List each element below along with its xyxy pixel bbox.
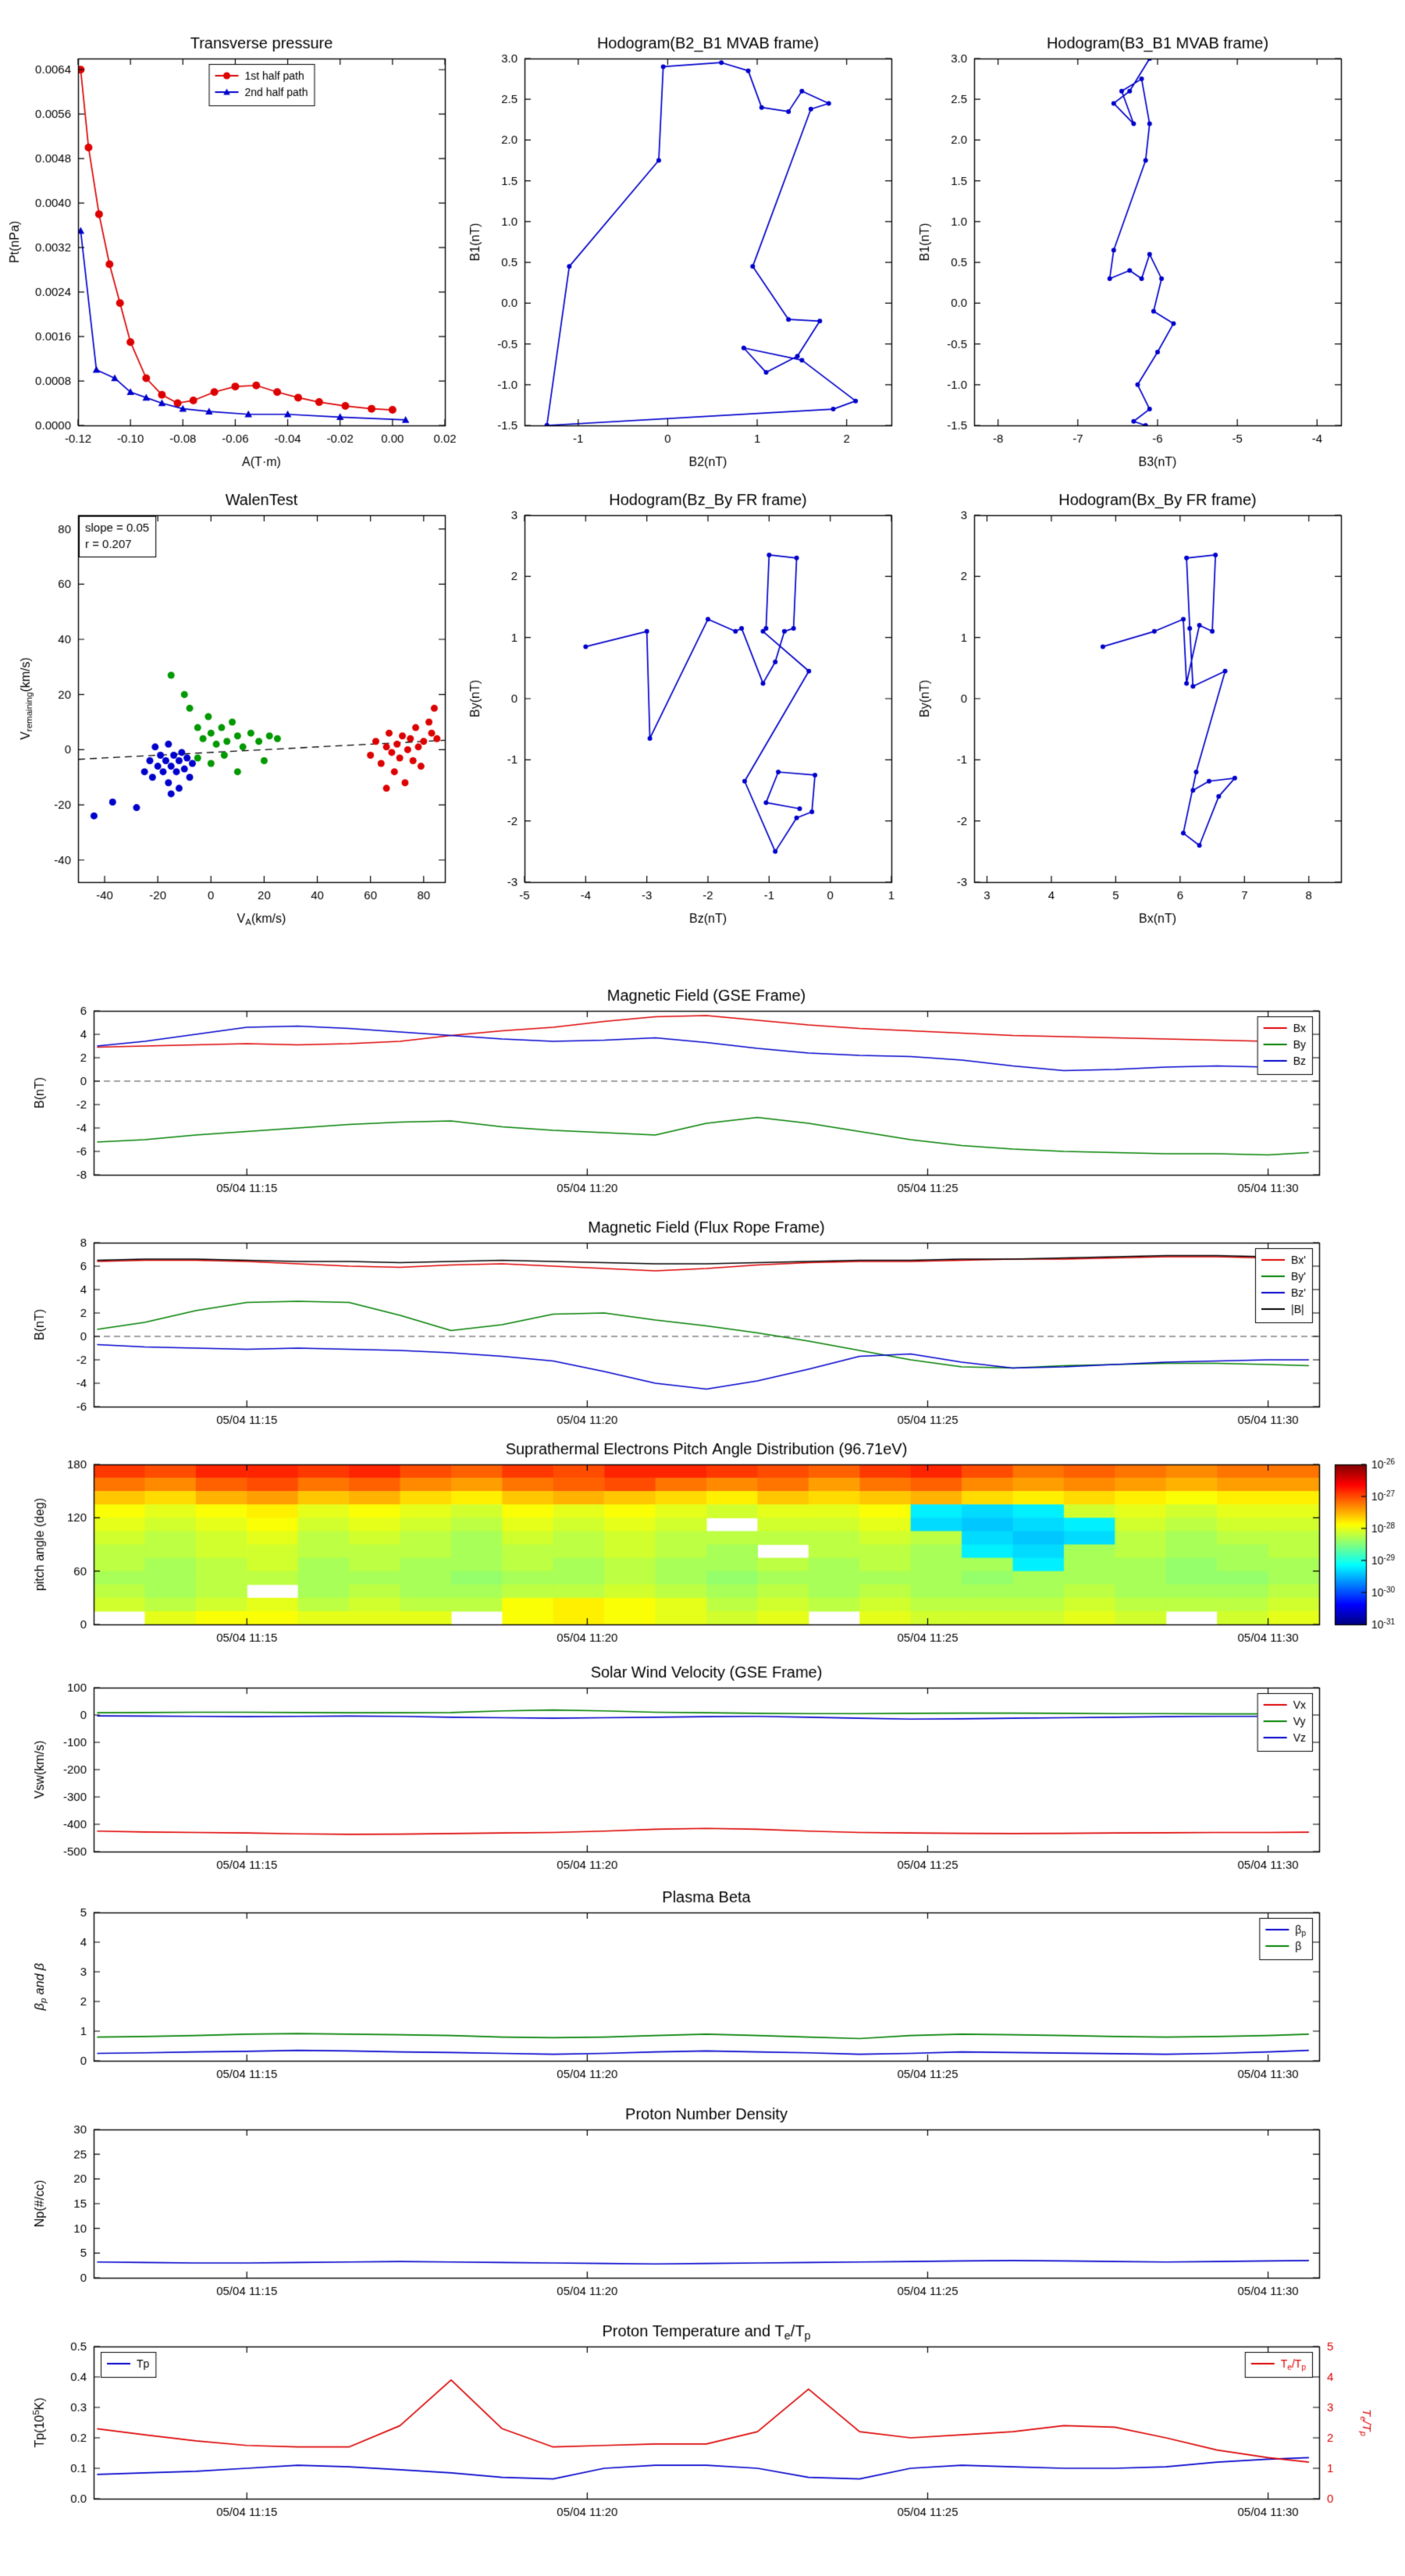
chart-plasma-beta [0, 1873, 1405, 2089]
chart-walen-test [8, 478, 476, 946]
chart-hodogram-b2-b1 [462, 16, 930, 484]
chart-hodogram-bx-by [912, 478, 1380, 946]
chart-magnetic-field-flux-rope [0, 1204, 1405, 1425]
chart-transverse-pressure [8, 16, 476, 484]
chart-solar-wind-velocity [0, 1649, 1405, 1872]
chart-proton-temperature [0, 2307, 1405, 2542]
chart-proton-number-density [0, 2090, 1405, 2306]
chart-magnetic-field-gse [0, 972, 1405, 1202]
chart-hodogram-bz-by [462, 478, 930, 946]
chart-hodogram-b3-b1 [912, 16, 1380, 484]
chart-electron-pitch-angle-distribution [0, 1425, 1405, 1647]
